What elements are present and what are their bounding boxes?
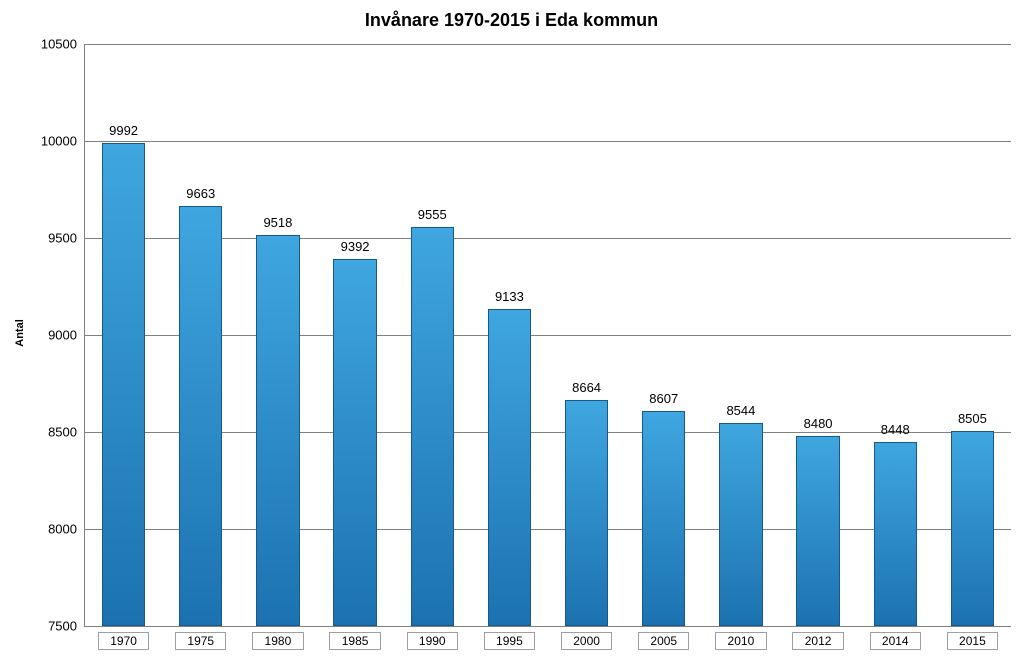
- grid-line: [85, 141, 1011, 142]
- bar: 9133: [488, 309, 531, 626]
- bar-value-label: 8544: [700, 403, 782, 418]
- bar-value-label: 8664: [545, 380, 627, 395]
- x-tick-label: 2000: [561, 632, 612, 650]
- bar: 8544: [719, 423, 762, 626]
- bar-value-label: 9992: [82, 123, 164, 138]
- x-tick-label: 1980: [252, 632, 303, 650]
- x-tick-label: 2010: [715, 632, 766, 650]
- bar-value-label: 9518: [237, 215, 319, 230]
- x-tick-label: 1970: [98, 632, 149, 650]
- bar-value-label: 8505: [931, 411, 1013, 426]
- bar: 8607: [642, 411, 685, 626]
- grid-line: [85, 626, 1011, 627]
- bar: 9992: [102, 143, 145, 626]
- chart-title: Invånare 1970-2015 i Eda kommun: [0, 10, 1023, 31]
- x-tick-label: 2012: [792, 632, 843, 650]
- bar: 9555: [411, 227, 454, 626]
- bar: 9663: [179, 206, 222, 626]
- bar-value-label: 9392: [314, 239, 396, 254]
- grid-line: [85, 44, 1011, 45]
- y-tick-label: 8500: [48, 425, 77, 440]
- x-tick-label: 2005: [638, 632, 689, 650]
- bar-value-label: 8607: [623, 391, 705, 406]
- bar-value-label: 9663: [160, 186, 242, 201]
- bar: 8480: [796, 436, 839, 626]
- x-tick-label: 1995: [484, 632, 535, 650]
- plot-area: 7500800085009000950010000105009992197096…: [84, 44, 1011, 627]
- bar-value-label: 8480: [777, 416, 859, 431]
- bar: 9518: [256, 235, 299, 626]
- x-tick-label: 2015: [947, 632, 998, 650]
- y-tick-label: 10500: [41, 37, 77, 52]
- bar: 8505: [951, 431, 994, 626]
- y-axis-label: Antal: [14, 319, 26, 347]
- y-tick-label: 8000: [48, 522, 77, 537]
- bar-value-label: 9133: [468, 289, 550, 304]
- bar: 8664: [565, 400, 608, 626]
- bar-value-label: 8448: [854, 422, 936, 437]
- population-bar-chart: Invånare 1970-2015 i Eda kommun Antal 75…: [0, 0, 1023, 665]
- y-tick-label: 9500: [48, 231, 77, 246]
- grid-line: [85, 529, 1011, 530]
- x-tick-label: 1975: [175, 632, 226, 650]
- bar-value-label: 9555: [391, 207, 473, 222]
- x-tick-label: 1985: [329, 632, 380, 650]
- grid-line: [85, 238, 1011, 239]
- y-tick-label: 10000: [41, 134, 77, 149]
- y-tick-label: 9000: [48, 328, 77, 343]
- x-tick-label: 2014: [870, 632, 921, 650]
- grid-line: [85, 335, 1011, 336]
- bar: 8448: [874, 442, 917, 626]
- y-tick-label: 7500: [48, 619, 77, 634]
- bar: 9392: [333, 259, 376, 626]
- x-tick-label: 1990: [407, 632, 458, 650]
